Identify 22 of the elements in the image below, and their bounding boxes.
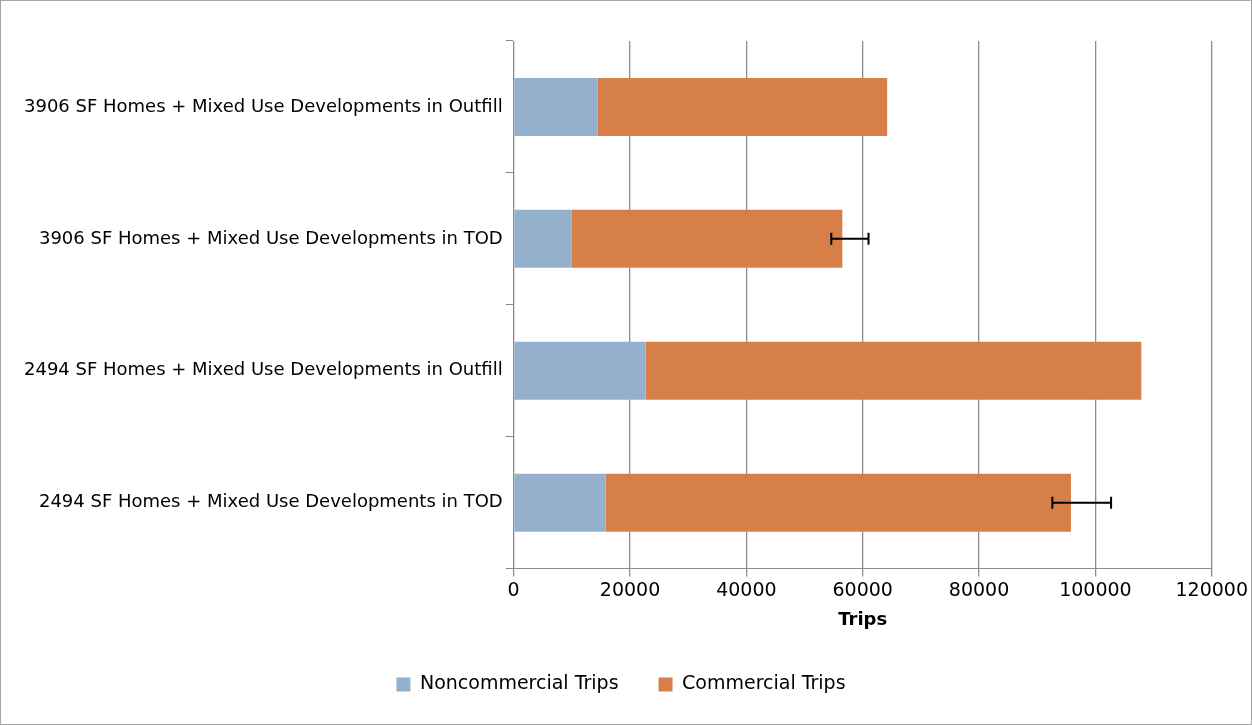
x-tick-label: 120000: [1175, 577, 1248, 600]
bar: [571, 209, 843, 268]
bar: [514, 77, 598, 136]
legend-label: Noncommercial Trips: [419, 671, 619, 694]
x-axis-title: Trips: [838, 607, 888, 629]
x-tick-label: 60000: [832, 577, 893, 600]
bar: [514, 209, 572, 268]
bar: [645, 341, 1142, 400]
x-tick-label: 0: [507, 577, 520, 600]
y-tick-label: 3906 SF Homes + Mixed Use Developments in TOD: [38, 226, 503, 248]
bar: [597, 77, 888, 136]
y-tick-label: 2494 SF Homes + Mixed Use Developments in TOD: [38, 490, 503, 512]
bar: [514, 341, 646, 400]
x-tick-label: 100000: [1059, 577, 1132, 600]
y-tick-label: 2494 SF Homes + Mixed Use Developments in Outfill: [24, 358, 503, 380]
x-tick-label: 40000: [716, 577, 777, 600]
legend-label: Commercial Trips: [682, 671, 846, 694]
bar: [605, 473, 1071, 532]
y-tick-label: 3906 SF Homes + Mixed Use Developments in Outfill: [24, 94, 503, 116]
x-tick-label: 20000: [599, 577, 661, 600]
bar: [514, 473, 606, 532]
x-tick-label: 80000: [948, 577, 1010, 600]
